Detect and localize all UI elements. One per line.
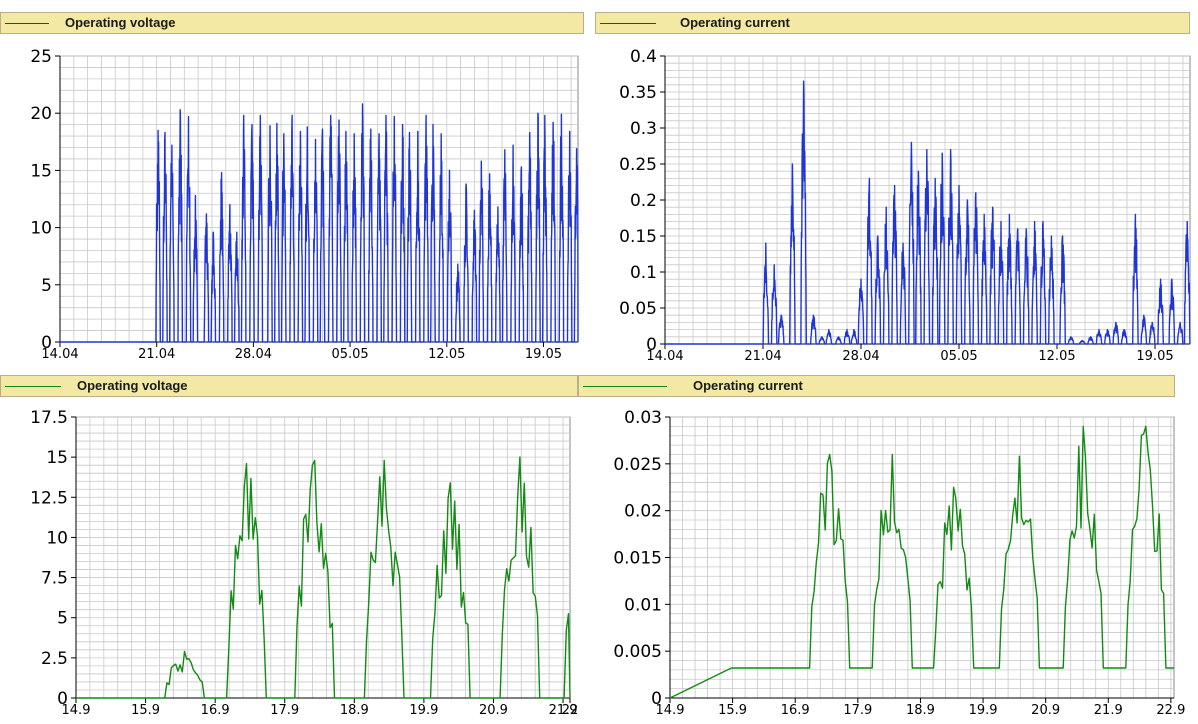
x-tick-label: 21.04	[138, 347, 175, 362]
x-tick-label: 21.9	[549, 703, 578, 718]
x-tick-label: 16.9	[201, 703, 230, 718]
gridlines	[75, 416, 570, 699]
legend-bar: Operating voltage	[0, 12, 584, 34]
x-tick-label: 05.05	[940, 349, 977, 364]
legend-bar: Operating current	[595, 12, 1190, 34]
y-tick-label: 2.5	[41, 649, 68, 669]
x-tick-label: 14.9	[62, 703, 91, 718]
y-tick-label: 0.05	[619, 299, 657, 319]
legend-series-label: Operating voltage	[77, 378, 188, 393]
x-tick-label: 18.9	[906, 703, 935, 718]
y-tick-label: 0	[57, 689, 68, 709]
legend-series-swatch	[600, 23, 656, 24]
series-line	[665, 80, 1191, 345]
legend-series-label: Operating current	[693, 378, 803, 393]
x-tick-label: 14.04	[646, 349, 683, 364]
legend-series-swatch	[583, 386, 667, 387]
x-tick-label: 20.9	[479, 703, 508, 718]
y-tick-label: 0.35	[619, 83, 657, 103]
y-tick-label: 0.015	[613, 549, 662, 569]
y-tick-label: 0.3	[630, 119, 657, 139]
x-tick-label: 15.9	[131, 703, 160, 718]
y-tick-label: 0.03	[624, 408, 662, 428]
y-tick-label: 0	[646, 335, 657, 355]
y-tick-label: 0.1	[630, 263, 657, 283]
x-tick-label: 22.9	[1156, 703, 1185, 718]
y-tick-label: 0.25	[619, 155, 657, 175]
x-tick-label: 19.05	[1136, 349, 1173, 364]
y-tick-label: 0.025	[613, 455, 662, 475]
x-tick-label: 14.9	[656, 703, 685, 718]
legend-series-label: Operating current	[680, 15, 790, 30]
x-tick-label: 17.9	[270, 703, 299, 718]
x-tick-label: 21.04	[744, 349, 781, 364]
y-tick-label: 17.5	[30, 408, 68, 428]
y-tick-label: 0.2	[630, 191, 657, 211]
x-tick-label: 20.9	[1031, 703, 1060, 718]
series-line	[76, 456, 571, 699]
x-tick-label: 05.05	[331, 347, 368, 362]
chart-panel-voltage-top: Operating voltage 0 5 10 15 20 25 14.04 21.04 28…	[0, 0, 595, 365]
y-tick-label: 10	[30, 219, 52, 239]
y-tick-label: 5	[41, 276, 52, 296]
y-tick-label: 0	[651, 689, 662, 709]
x-tick-label: 16.9	[781, 703, 810, 718]
x-tick-label: 18.9	[340, 703, 369, 718]
y-tick-label: 0.02	[624, 502, 662, 522]
legend-bar: Operating voltage	[0, 375, 578, 397]
legend-series-label: Operating voltage	[65, 15, 176, 30]
chart-voltage-bottom: 0 2.5 5 7.5 10 12.5 15 17.5 14.9 15.9 16.9 17.9 18.9…	[30, 408, 579, 718]
y-tick-label: 15	[46, 448, 68, 468]
y-tick-label: 12.5	[30, 488, 68, 508]
y-tick-label: 25	[30, 47, 52, 67]
x-tick-label: 14.04	[41, 347, 78, 362]
y-tick-label: 10	[46, 528, 68, 548]
y-tick-label: 0.4	[630, 47, 657, 67]
y-tick-label: 0	[41, 333, 52, 353]
x-tick-label: 19.9	[969, 703, 998, 718]
x-tick-label: 22	[562, 703, 579, 718]
y-tick-label: 0.01	[624, 595, 662, 615]
y-tick-label: 5	[57, 609, 68, 629]
legend-series-swatch	[5, 386, 61, 387]
chart-panel-voltage-bottom: Operating voltage 0 2.5 5 7.5 10 12.5 15 17.5 14…	[0, 365, 578, 724]
chart-current-bottom: 0 0.005 0.01 0.015 0.02 0.025 0.03 14.9 15.9 16.9…	[613, 408, 1185, 718]
x-tick-label: 28.04	[842, 349, 879, 364]
y-tick-label: 7.5	[41, 569, 68, 589]
y-tick-label: 0.005	[613, 642, 662, 662]
x-tick-label: 19.05	[525, 347, 562, 362]
x-tick-label: 15.9	[718, 703, 747, 718]
series-line	[669, 425, 1174, 699]
x-tick-label: 12.05	[1038, 349, 1075, 364]
chart-current-top: 0 0.05 0.1 0.15 0.2 0.25 0.3 0.35 0.4 14.04 21.04 2…	[619, 47, 1191, 364]
chart-panel-current-top: Operating current 0 0.05 0.1 0.15 0.2 0.25 0.3…	[595, 0, 1198, 365]
x-tick-label: 17.9	[843, 703, 872, 718]
y-tick-label: 20	[30, 104, 52, 124]
x-tick-label: 12.05	[428, 347, 465, 362]
legend-series-swatch	[5, 23, 49, 24]
chart-panel-current-bottom: Operating current 0 0.005 0.01 0.015 0.02 0.0…	[578, 365, 1198, 724]
x-tick-label: 28.04	[235, 347, 272, 362]
series-line	[60, 103, 579, 343]
legend-bar: Operating current	[578, 375, 1175, 397]
x-tick-label: 21.9	[1094, 703, 1123, 718]
y-tick-label: 0.15	[619, 227, 657, 247]
gridlines	[59, 55, 578, 343]
chart-voltage-top: 0 5 10 15 20 25 14.04 21.04 28.04 05.05 12.05 19.05	[30, 47, 579, 362]
x-tick-label: 19.9	[409, 703, 438, 718]
y-tick-label: 15	[30, 161, 52, 181]
